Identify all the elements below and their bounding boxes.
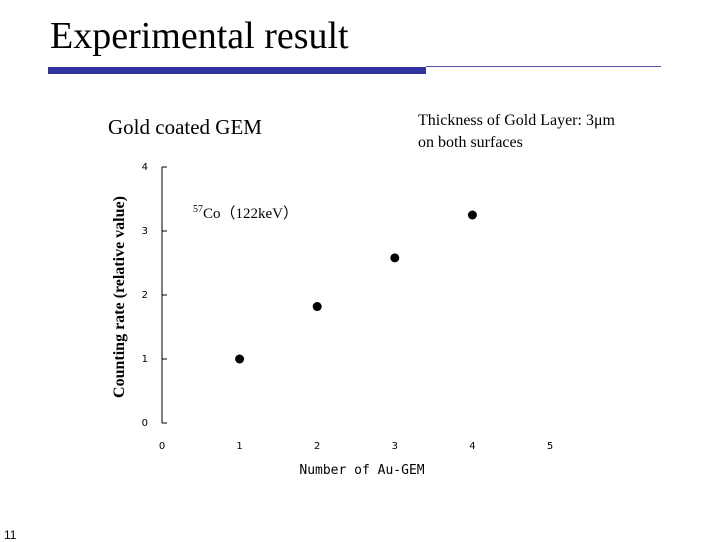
isotope-annotation: 57Co（122keV） (193, 204, 298, 222)
y-tick-label: 1 (142, 354, 148, 365)
x-axis-label: Number of Au-GEM (299, 463, 424, 478)
data-point (390, 253, 400, 263)
y-tick-label: 0 (142, 418, 148, 429)
slide-title: Experimental result (50, 15, 349, 57)
note-line-2: on both surfaces (418, 134, 523, 151)
title-underline-accent (48, 67, 426, 74)
data-point (312, 302, 322, 312)
y-tick-label: 4 (142, 162, 148, 173)
data-point (467, 210, 477, 220)
x-tick-label: 4 (469, 441, 475, 452)
isotope-mass-number: 57 (193, 204, 203, 215)
note-line-1: Thickness of Gold Layer: 3μm (418, 112, 615, 129)
y-axis-label: Counting rate (relative value) (111, 196, 128, 398)
x-tick-label: 0 (159, 441, 165, 452)
data-points (235, 210, 477, 364)
x-tick-label: 2 (314, 441, 320, 452)
gold-thickness-note: Thickness of Gold Layer: 3μm on both sur… (418, 110, 615, 154)
y-tick-label: 2 (142, 290, 148, 301)
data-point (235, 354, 245, 364)
x-tick-label: 1 (236, 441, 242, 452)
x-axis-ticks: 0 1 2 3 4 5 (159, 441, 553, 452)
page-number: 11 (4, 528, 17, 542)
isotope-label: Co（122keV） (203, 205, 298, 222)
x-tick-label: 5 (547, 441, 553, 452)
x-tick-label: 3 (392, 441, 398, 452)
chart-title: Gold coated GEM (108, 115, 262, 139)
y-axis-ticks: 0 1 2 3 4 (142, 162, 167, 429)
title-underline-rule (426, 66, 661, 67)
y-tick-label: 3 (142, 226, 148, 237)
